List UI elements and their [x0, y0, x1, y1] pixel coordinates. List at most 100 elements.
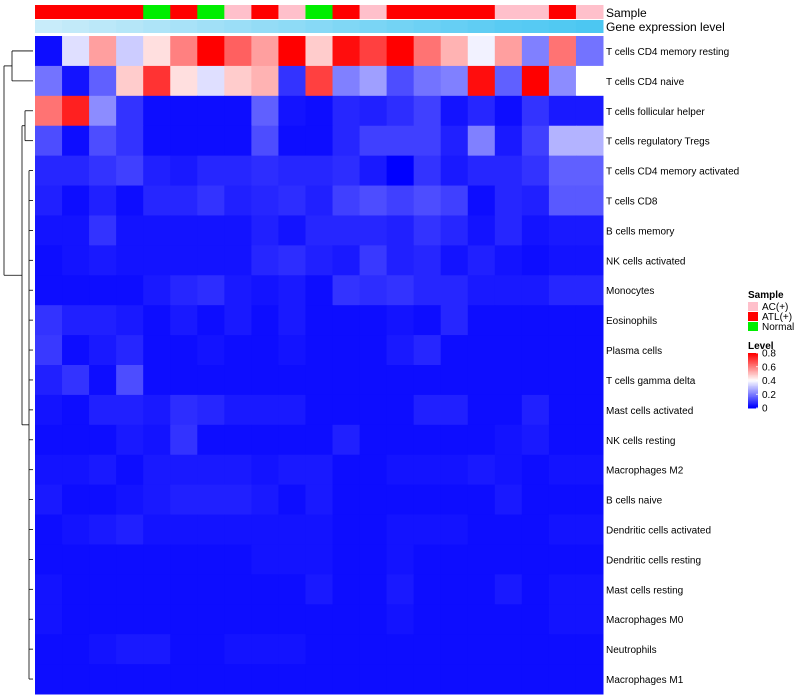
row-label: Macrophages M0 — [606, 615, 684, 626]
heatmap-cell — [332, 424, 361, 456]
heatmap-cell — [62, 155, 90, 187]
heatmap-cell — [386, 664, 415, 695]
heatmap-cell — [89, 36, 117, 67]
heatmap-cell — [494, 604, 523, 635]
sample-annotation-cell — [170, 5, 198, 19]
heatmap-cell — [278, 454, 306, 486]
heatmap-cell — [386, 65, 415, 97]
row-label: T cells regulatory Tregs — [606, 137, 710, 148]
expression-annotation-cell — [62, 20, 90, 33]
heatmap-cell — [224, 484, 252, 516]
heatmap-cell — [170, 335, 198, 366]
heatmap-cell — [224, 305, 252, 336]
heatmap-cell — [251, 544, 279, 575]
heatmap-cell — [440, 335, 469, 366]
heatmap-cell — [143, 664, 171, 695]
expression-annotation-cell — [251, 20, 279, 33]
heatmap-cell — [143, 36, 171, 67]
heatmap-cell — [224, 574, 252, 605]
heatmap-cell — [521, 634, 550, 665]
heatmap-cell — [251, 305, 279, 336]
legend-level-tick-label: 0.6 — [762, 362, 776, 373]
heatmap-cell — [494, 215, 523, 246]
expression-annotation-cell — [386, 20, 415, 33]
heatmap-cell — [386, 305, 415, 336]
heatmap-cell — [305, 275, 334, 306]
heatmap-cell — [170, 514, 198, 545]
heatmap-cell — [62, 36, 90, 67]
heatmap-cell — [440, 544, 469, 575]
heatmap-cell — [89, 634, 117, 665]
legend-level-gradient-step — [748, 381, 758, 384]
heatmap-cell — [413, 305, 442, 336]
sample-annotation-cell — [62, 5, 90, 19]
heatmap-cell — [413, 634, 442, 665]
heatmap-cell — [170, 424, 198, 456]
heatmap-cell — [251, 634, 279, 665]
heatmap-cell — [548, 514, 577, 545]
heatmap-cell — [413, 365, 442, 396]
heatmap-cell — [278, 574, 306, 605]
expression-annotation-cell — [116, 20, 144, 33]
heatmap-cell — [89, 514, 117, 545]
heatmap-cell — [143, 185, 171, 216]
heatmap-cell — [197, 185, 225, 216]
legend-level-gradient-step — [748, 394, 758, 397]
heatmap-cell — [575, 574, 604, 605]
heatmap-cell — [224, 335, 252, 366]
row-label: T cells CD4 naive — [606, 77, 685, 88]
heatmap-cell — [548, 155, 577, 187]
heatmap-cell — [440, 36, 469, 67]
heatmap-cell — [413, 604, 442, 635]
heatmap-cell — [548, 65, 577, 97]
legend-level-gradient-step — [748, 369, 758, 372]
heatmap-cell — [224, 36, 252, 67]
heatmap-cell — [143, 604, 171, 635]
heatmap-cell — [224, 245, 252, 276]
heatmap-cell — [440, 275, 469, 306]
row-label: B cells memory — [606, 226, 674, 237]
heatmap-cell — [467, 95, 496, 127]
heatmap-cell — [116, 514, 144, 545]
heatmap-cell — [251, 335, 279, 366]
heatmap-cell — [413, 65, 442, 97]
heatmap-cell — [305, 95, 334, 127]
expression-annotation-cell — [413, 20, 442, 33]
heatmap-cell — [62, 454, 90, 486]
heatmap-cell — [62, 335, 90, 366]
sample-annotation-cell — [332, 5, 361, 19]
heatmap-cell — [548, 36, 577, 67]
heatmap-cell — [251, 65, 279, 97]
heatmap-cell — [494, 484, 523, 516]
heatmap-cell — [332, 394, 361, 426]
legend-level-gradient-step — [748, 406, 758, 409]
heatmap-cell — [197, 634, 225, 665]
heatmap-cell — [386, 95, 415, 127]
heatmap-cell — [278, 335, 306, 366]
heatmap-cell — [197, 484, 225, 516]
heatmap-cell — [305, 634, 334, 665]
heatmap-cell — [548, 544, 577, 575]
heatmap-cell — [116, 634, 144, 665]
heatmap-cell — [35, 634, 63, 665]
heatmap-cell — [467, 365, 496, 396]
heatmap-cell — [332, 65, 361, 97]
heatmap-cell — [494, 394, 523, 426]
legend-level-title: Level — [748, 341, 774, 352]
heatmap-cell — [62, 424, 90, 456]
heatmap-cell — [413, 185, 442, 216]
heatmap-cell — [359, 484, 388, 516]
heatmap-cell — [89, 544, 117, 575]
legend-level-gradient-step — [748, 355, 758, 358]
heatmap-cell — [143, 305, 171, 336]
heatmap-cell — [521, 394, 550, 426]
heatmap-cell — [62, 574, 90, 605]
heatmap-cell — [278, 365, 306, 396]
heatmap-cell — [359, 604, 388, 635]
legend-level-gradient-step — [748, 353, 758, 355]
heatmap-cell — [359, 454, 388, 486]
heatmap-cell — [440, 155, 469, 187]
heatmap-cell — [224, 514, 252, 545]
heatmap-cell — [359, 65, 388, 97]
heatmap-cell — [440, 634, 469, 665]
